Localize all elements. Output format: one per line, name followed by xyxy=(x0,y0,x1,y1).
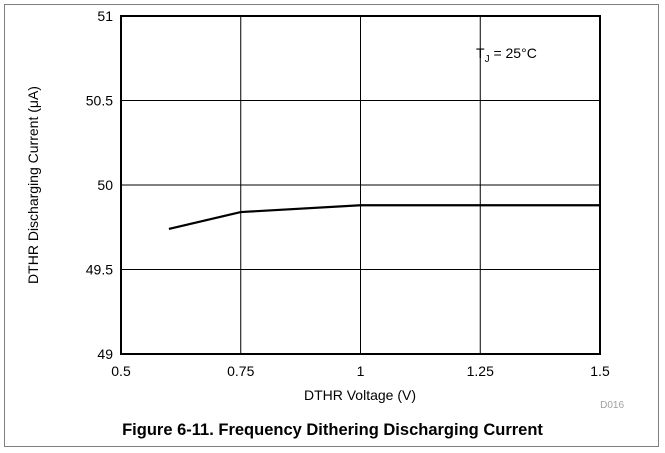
x-tick-label: 1.25 xyxy=(467,363,494,379)
series-layer xyxy=(168,204,601,231)
x-tick-label: 0.75 xyxy=(227,363,254,379)
x-tick-labels: 0.5 0.75 1 1.25 1.5 xyxy=(111,363,610,379)
x-tick-label: 1.5 xyxy=(590,363,610,379)
y-tick-label: 49 xyxy=(97,346,113,362)
series-line xyxy=(168,204,600,231)
y-tick-label: 49.5 xyxy=(86,262,113,278)
x-tick-label: 1 xyxy=(357,363,365,379)
grid xyxy=(121,16,600,354)
x-tick-label: 0.5 xyxy=(111,363,131,379)
figure-caption: Figure 6-11. Frequency Dithering Dischar… xyxy=(122,421,543,439)
plot-area xyxy=(120,15,601,355)
y-tick-label: 50 xyxy=(97,177,113,193)
y-axis-label: DTHR Discharging Current (μA) xyxy=(25,86,41,284)
annotation-prefix: T xyxy=(476,45,485,61)
y-tick-labels: 49 49.5 50 50.5 51 xyxy=(86,8,113,362)
figure-frame xyxy=(4,4,659,447)
figure-code: D016 xyxy=(600,400,624,411)
y-tick-label: 51 xyxy=(97,8,113,24)
temperature-annotation: TJ = 25°C xyxy=(476,45,537,65)
annotation-suffix: = 25°C xyxy=(490,45,537,61)
annotation-subscript: J xyxy=(485,54,490,65)
x-axis-label: DTHR Voltage (V) xyxy=(304,387,416,403)
y-tick-label: 50.5 xyxy=(86,93,113,109)
